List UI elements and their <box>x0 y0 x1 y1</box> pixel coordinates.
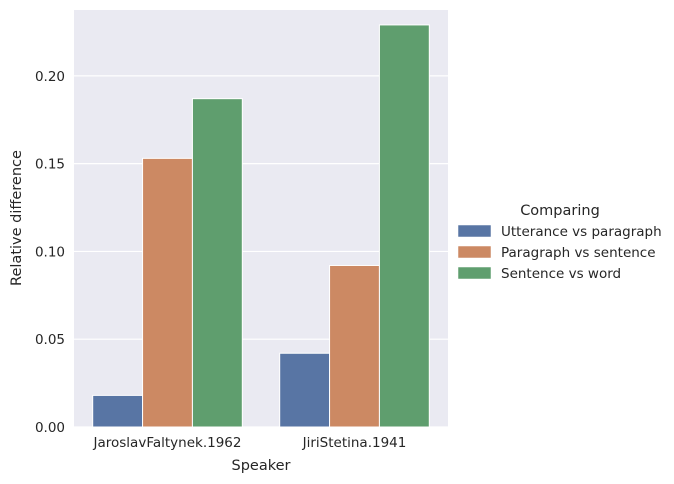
legend-label: Paragraph vs sentence <box>501 245 656 261</box>
legend-title: Comparing <box>520 203 600 219</box>
x-axis-label: Speaker <box>232 458 291 474</box>
y-tick-label: 0.00 <box>35 420 65 436</box>
y-tick-label: 0.20 <box>35 69 65 85</box>
bar-1-2 <box>279 352 331 428</box>
x-tick-label: JaroslavFaltynek.1962 <box>93 435 242 451</box>
legend-swatch <box>457 266 492 280</box>
bar-1-1 <box>92 394 144 428</box>
y-tick-label: 0.15 <box>35 157 65 173</box>
y-tick-label: 0.05 <box>35 332 65 348</box>
y-axis-label: Relative difference <box>9 150 25 286</box>
x-tick-label: JiriStetina.1941 <box>302 435 407 451</box>
y-ticks: 0.00 0.05 0.10 0.15 0.20 <box>35 69 65 436</box>
bar-3-2 <box>378 24 430 428</box>
legend-label: Sentence vs word <box>501 266 621 282</box>
bar-2-1 <box>142 157 193 428</box>
x-ticks: JaroslavFaltynek.1962 JiriStetina.1941 <box>93 435 407 451</box>
bar-2-2 <box>329 264 380 428</box>
legend-swatch <box>457 245 492 259</box>
bar-3-1 <box>191 98 243 428</box>
y-tick-label: 0.10 <box>35 244 65 260</box>
legend-swatch <box>457 224 492 238</box>
legend: Comparing Utterance vs paragraph Paragrap… <box>457 203 662 282</box>
legend-label: Utterance vs paragraph <box>501 224 662 240</box>
bars <box>92 24 430 428</box>
